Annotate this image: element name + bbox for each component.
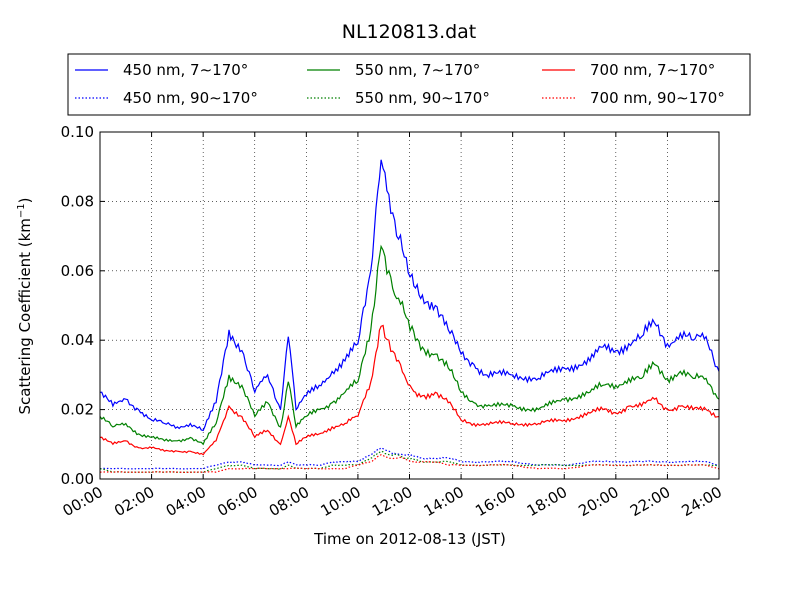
y-tick-label: 0.00: [61, 470, 94, 488]
legend-label: 700 nm, 7∼170°: [590, 61, 715, 79]
y-tick-label: 0.06: [61, 262, 94, 280]
y-tick-label: 0.08: [61, 192, 94, 210]
legend-label: 550 nm, 7∼170°: [355, 61, 480, 79]
y-axis-label-main: Scattering Coefficient (km: [16, 218, 34, 414]
series-line: [99, 159, 720, 432]
series-line: [99, 324, 720, 456]
legend-box: [67, 53, 751, 116]
chart-title: NL120813.dat: [342, 21, 477, 43]
series-line: [99, 447, 720, 470]
series-line: [100, 454, 719, 474]
x-axis-label: Time on 2012-08-13 (JST): [313, 530, 506, 548]
y-tick-labels: 0.00 0.02 0.04 0.06 0.08 0.10: [61, 123, 94, 488]
y-axis-label: Scattering Coefficient (km−1): [16, 197, 34, 414]
y-axis-label-tail: ): [16, 197, 34, 203]
legend-entries: 450 nm, 7∼170° 550 nm, 7∼170° 700 nm, 7∼17…: [75, 61, 725, 107]
series-lines: [99, 159, 720, 474]
legend-label: 550 nm, 90∼170°: [355, 89, 490, 107]
legend-label: 450 nm, 90∼170°: [123, 89, 258, 107]
y-axis-label-superscript: −1: [16, 203, 27, 218]
legend-label: 700 nm, 90∼170°: [590, 89, 725, 107]
legend-label: 450 nm, 7∼170°: [123, 61, 248, 79]
legend: 450 nm, 7∼170° 550 nm, 7∼170° 700 nm, 7∼17…: [67, 53, 751, 116]
y-tick-label: 0.02: [61, 401, 94, 419]
series-line: [99, 244, 720, 446]
axis-ticks: [99, 131, 720, 480]
y-tick-label: 0.04: [61, 331, 94, 349]
y-tick-label: 0.10: [61, 123, 94, 141]
